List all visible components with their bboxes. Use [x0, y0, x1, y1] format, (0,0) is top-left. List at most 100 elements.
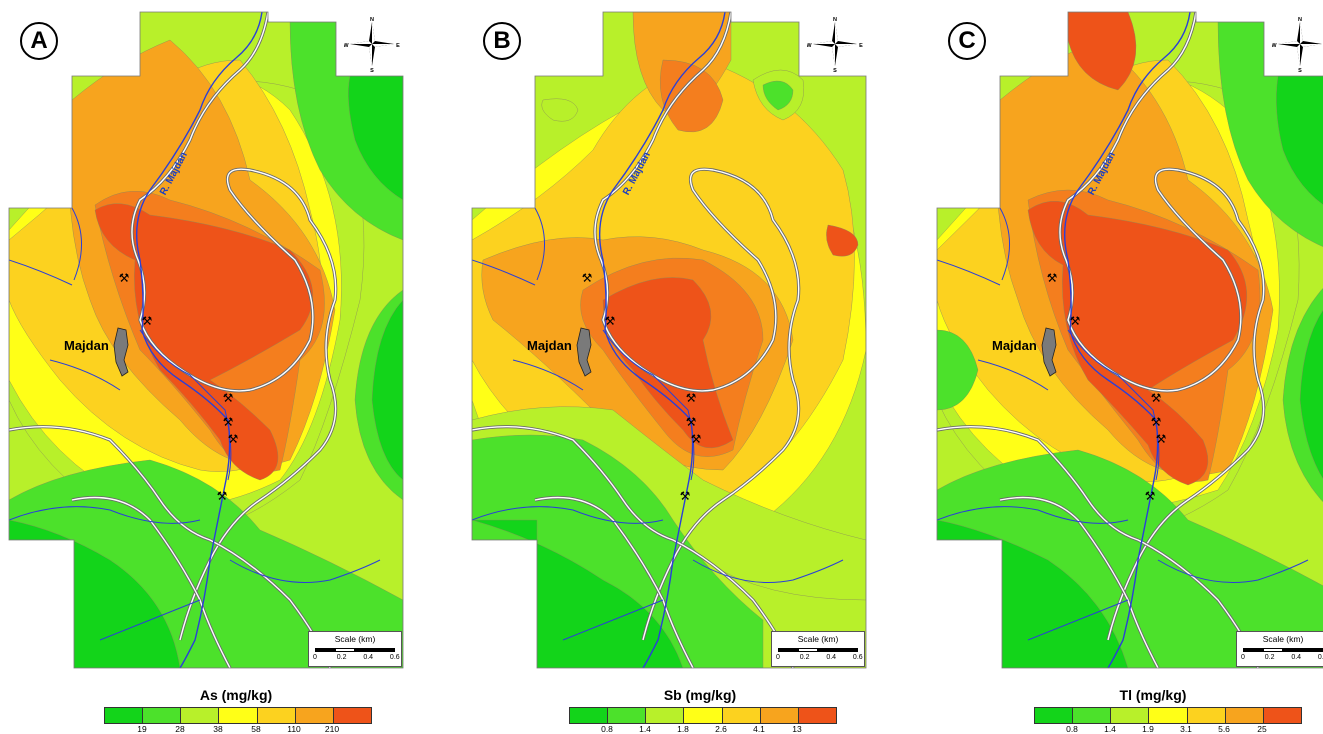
scale-tick: 0.6 — [1317, 654, 1323, 661]
legend-swatch — [295, 708, 334, 723]
legend-swatch — [646, 708, 685, 723]
legend-tick: 19 — [137, 724, 147, 734]
contour-zone — [937, 329, 979, 411]
contour-zone — [9, 519, 181, 668]
legend-swatch — [1263, 708, 1301, 723]
contour-zone — [472, 519, 684, 668]
scale-title: Scale (km) — [334, 634, 376, 644]
legend-color-bar — [569, 707, 837, 724]
mine-icon: ⚒ — [1145, 489, 1156, 503]
mine-icon: ⚒ — [223, 391, 234, 405]
contour-zone — [762, 80, 794, 111]
river-tributary — [229, 559, 381, 583]
panel-letter: B — [483, 22, 521, 60]
contour-zone — [348, 75, 403, 201]
legend-tick: 1.8 — [677, 724, 689, 734]
contour-zone — [1299, 299, 1323, 491]
river-tributary — [692, 559, 844, 583]
scale-title: Scale (km) — [1262, 634, 1304, 644]
legend-title: As (mg/kg) — [199, 687, 273, 703]
legend-swatch — [1225, 708, 1264, 723]
scale-tick: 0 — [1241, 654, 1245, 661]
mine-icon: ⚒ — [686, 415, 697, 429]
map-boundary — [936, 11, 1323, 669]
legend-tick: 25 — [1257, 724, 1267, 734]
river-tributary — [534, 207, 546, 281]
compass-label-s: S — [1298, 68, 1302, 72]
map-boundary — [471, 11, 867, 669]
river-tributary — [977, 359, 1049, 391]
mine-icon: ⚒ — [1156, 432, 1167, 446]
contour-zone — [1067, 12, 1137, 91]
contour-zone — [660, 59, 724, 133]
legend-swatch — [105, 708, 144, 723]
river-tributary — [1157, 559, 1309, 583]
river-tributary — [472, 506, 664, 524]
scale-tick: 0.6 — [389, 654, 400, 661]
town-label: Majdan — [527, 338, 572, 353]
road-inner — [534, 496, 694, 668]
mine-icon: ⚒ — [142, 314, 153, 328]
mine-icon: ⚒ — [691, 432, 702, 446]
compass-label-n: N — [1298, 17, 1302, 23]
river-tributary — [9, 259, 73, 286]
legend-tick: 4.1 — [753, 724, 765, 734]
town-label: Majdan — [64, 338, 109, 353]
compass-label-n: N — [833, 17, 837, 23]
river-tributary — [937, 259, 1001, 286]
contour-zone — [1027, 200, 1248, 486]
contour-map: ⚒ ⚒ ⚒ ⚒ ⚒ ⚒ — [936, 11, 1323, 669]
river-tributary — [602, 329, 695, 481]
legend-tick: 0.8 — [601, 724, 613, 734]
scale-tick: 0 — [313, 654, 317, 661]
legend-swatch — [1035, 708, 1074, 723]
legend-swatch — [181, 708, 220, 723]
scale-tick: 0 — [776, 654, 780, 661]
scale-title: Scale (km) — [797, 634, 839, 644]
mine-icon: ⚒ — [1151, 391, 1162, 405]
legend-swatch — [1149, 708, 1188, 723]
map-boundary — [8, 11, 404, 669]
river-majdan — [598, 12, 726, 668]
river-tributary — [1027, 599, 1129, 641]
scale-tick: 0.4 — [363, 654, 374, 661]
river-majdan — [135, 12, 263, 668]
river-tributary — [1067, 329, 1160, 481]
contour-map: ⚒ ⚒ ⚒ ⚒ ⚒ ⚒ — [471, 11, 867, 669]
legend-swatch — [760, 708, 799, 723]
legend-tick: 5.6 — [1218, 724, 1230, 734]
legend-tick: 110 — [287, 724, 301, 734]
compass-label-n: N — [370, 17, 374, 23]
contour-zone — [1276, 75, 1323, 211]
river-tributary — [9, 506, 201, 524]
river-tributary — [49, 359, 121, 391]
contour-zone — [826, 224, 859, 257]
legend-title: Sb (mg/kg) — [663, 687, 737, 703]
mine-icon: ⚒ — [1047, 271, 1058, 285]
legend-color-bar — [1034, 707, 1302, 724]
river-tributary — [99, 599, 201, 641]
legend-swatch — [570, 708, 609, 723]
legend-tick: 38 — [213, 724, 223, 734]
legend-swatch — [608, 708, 647, 723]
legend-swatch — [1187, 708, 1226, 723]
legend-swatch — [219, 708, 258, 723]
contour-zone — [541, 98, 579, 122]
legend-swatch — [722, 708, 761, 723]
legend-tick: 13 — [792, 724, 802, 734]
map-panel-a: ⚒ ⚒ ⚒ ⚒ ⚒ ⚒ A N S E W Majdan R. Majdan Scale (km) 0 0.2… — [0, 0, 441, 734]
legend-swatch — [1073, 708, 1112, 723]
legend-tick: 1.4 — [639, 724, 651, 734]
map-panel-b: ⚒ ⚒ ⚒ ⚒ ⚒ ⚒ B N S E W Majdan R. Majdan Scale (km) 0 0.2… — [463, 0, 904, 734]
town-area — [1041, 327, 1057, 377]
legend-tick: 1.9 — [1142, 724, 1154, 734]
panel-letter: C — [948, 22, 986, 60]
scale-tick: 0.2 — [799, 654, 810, 661]
mine-icon: ⚒ — [228, 432, 239, 446]
contour-zone — [371, 299, 403, 481]
legend-tick: 0.8 — [1066, 724, 1078, 734]
compass-label-w: W — [1272, 43, 1277, 49]
